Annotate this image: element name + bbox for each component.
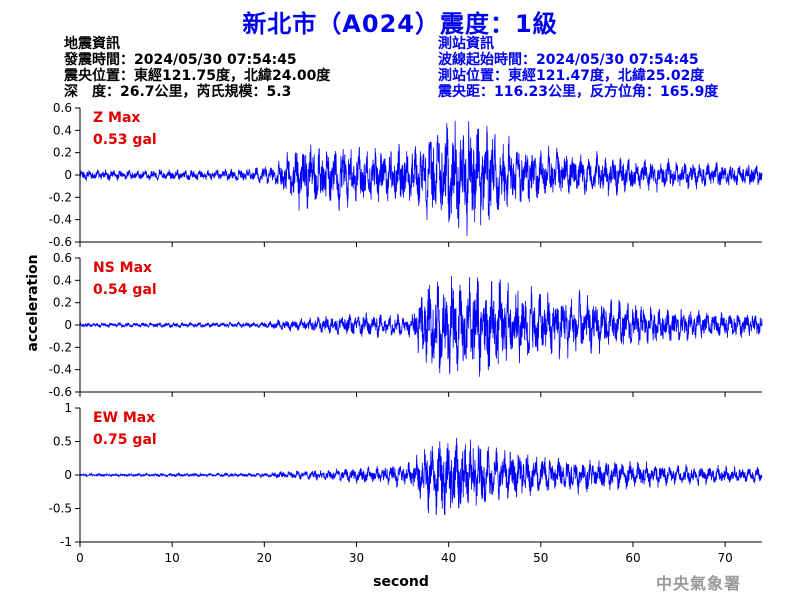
station-info-heading: 測站資訊 [438, 36, 494, 52]
y-tick-label-ns-3: 0 [64, 318, 72, 332]
quake-depth-magnitude: 深 度：26.7公里，芮氏規模：5.3 [64, 84, 292, 100]
max-value-ew: 0.75 gal [93, 432, 157, 448]
y-tick-label-z-1: -0.4 [49, 213, 72, 227]
station-location: 測站位置：東經121.47度，北緯25.02度 [438, 68, 705, 84]
waveform-ns [79, 275, 763, 377]
station-info-block: 測站資訊 波線起始時間：2024/05/30 07:54:45 測站位置：東經1… [438, 36, 718, 100]
quake-info-block: 地震資訊 發震時間：2024/05/30 07:54:45 震央位置：東經121… [64, 36, 330, 100]
x-tick-label-5: 50 [533, 551, 548, 565]
waveform-ew [79, 437, 763, 516]
station-distance: 震央距：116.23公里，反方位角：165.9度 [438, 84, 719, 100]
x-tick-label-7: 70 [717, 551, 732, 565]
y-tick-label-ew-3: 0.5 [53, 435, 72, 449]
x-tick-label-6: 60 [625, 551, 640, 565]
quake-epicenter: 震央位置：東經121.75度，北緯24.00度 [64, 68, 331, 84]
station-wave-start: 波線起始時間：2024/05/30 07:54:45 [438, 52, 699, 68]
quake-info-heading: 地震資訊 [64, 36, 120, 52]
y-tick-label-z-3: 0 [64, 168, 72, 182]
y-tick-label-ns-4: 0.2 [53, 296, 72, 310]
x-tick-label-1: 10 [165, 551, 180, 565]
max-label-ns: NS Max [93, 260, 152, 276]
x-axis-label: second [373, 574, 429, 590]
max-label-z: Z Max [93, 110, 140, 126]
x-tick-label-2: 20 [257, 551, 272, 565]
y-tick-label-ew-2: 0 [64, 468, 72, 482]
x-tick-label-0: 0 [76, 551, 84, 565]
y-tick-label-ew-4: 1 [64, 401, 72, 415]
y-tick-label-ns-0: -0.6 [49, 385, 72, 399]
max-value-z: 0.53 gal [93, 132, 157, 148]
y-tick-label-z-2: -0.2 [49, 190, 72, 204]
waveform-z [79, 120, 763, 236]
y-tick-label-z-5: 0.4 [53, 123, 72, 137]
quake-time: 發震時間：2024/05/30 07:54:45 [64, 52, 297, 68]
y-tick-label-ns-6: 0.6 [53, 251, 72, 265]
y-tick-label-z-6: 0.6 [53, 101, 72, 115]
y-tick-label-z-4: 0.2 [53, 146, 72, 160]
y-axis-label: acceleration [25, 254, 41, 351]
y-tick-label-ew-1: -0.5 [49, 502, 72, 516]
max-value-ns: 0.54 gal [93, 282, 157, 298]
page-title: 新北市（A024）震度：1級 [242, 10, 558, 38]
y-tick-label-ns-5: 0.4 [53, 273, 72, 287]
x-tick-label-4: 40 [441, 551, 456, 565]
agency-watermark: 中央氣象署 [656, 574, 742, 593]
y-tick-label-ns-2: -0.2 [49, 340, 72, 354]
x-tick-label-3: 30 [349, 551, 364, 565]
y-tick-label-z-0: -0.6 [49, 235, 72, 249]
max-label-ew: EW Max [93, 410, 155, 426]
y-tick-label-ew-0: -1 [60, 535, 72, 549]
y-tick-label-ns-1: -0.4 [49, 363, 72, 377]
